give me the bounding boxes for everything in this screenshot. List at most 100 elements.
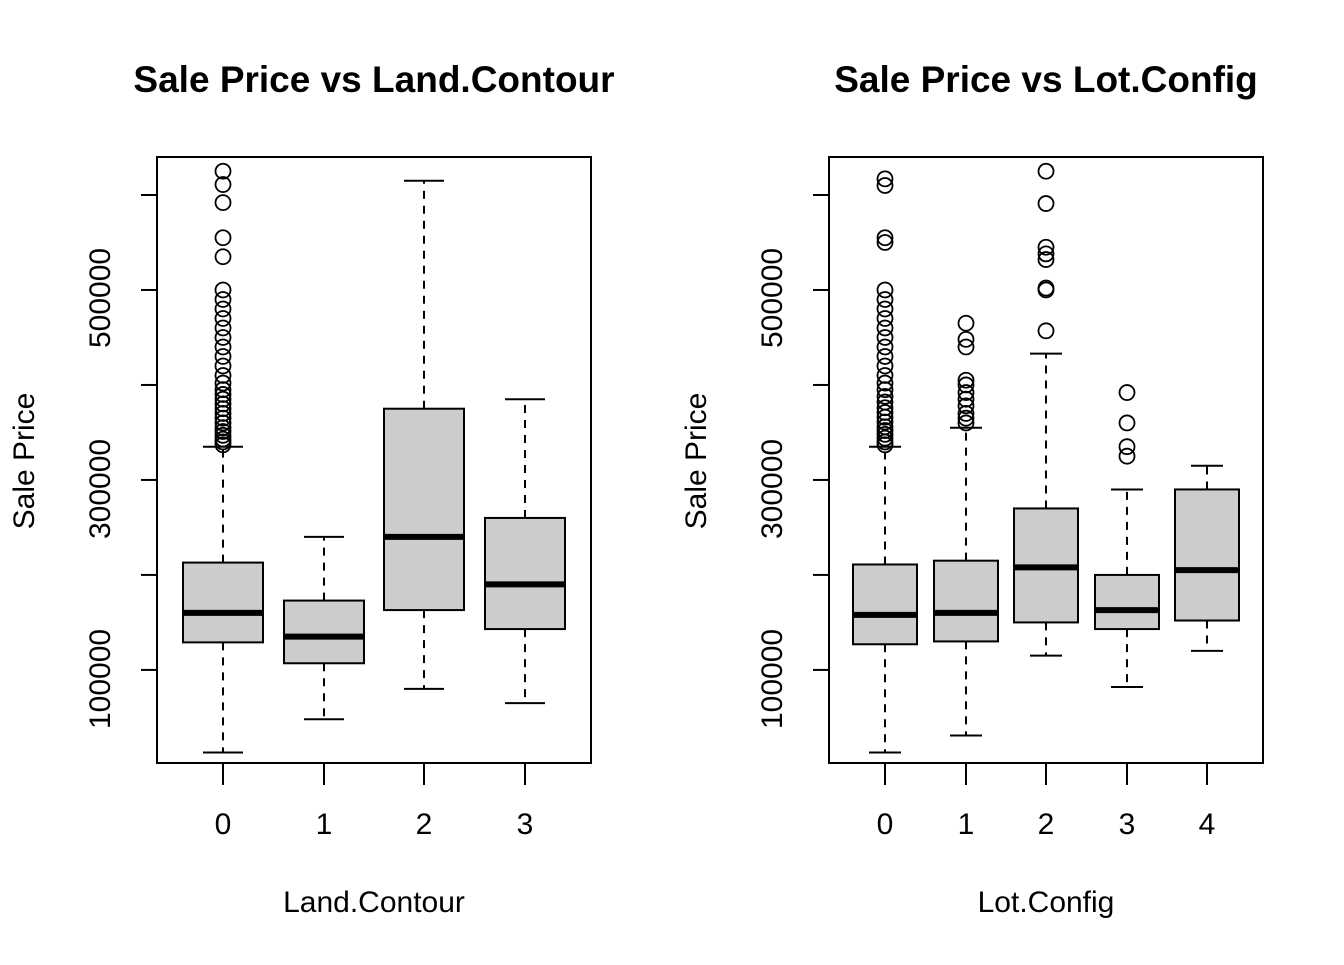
outlier-point [876, 367, 894, 384]
outlier-point [876, 291, 894, 308]
y-tick-label: 300000 [756, 439, 789, 539]
outlier-point [876, 170, 894, 188]
x-tick-label: 0 [215, 808, 232, 841]
outlier-point [876, 329, 894, 346]
plot-marks [141, 156, 592, 785]
outlier-point [214, 338, 232, 356]
outlier-point [214, 357, 232, 375]
y-tick-label: 300000 [84, 439, 117, 539]
outlier-point [876, 229, 894, 247]
outlier-point [957, 338, 975, 356]
y-tick-label: 100000 [84, 629, 117, 729]
x-tick-label: 1 [316, 808, 333, 841]
outlier-point [957, 376, 975, 394]
y-tick-label: 500000 [756, 248, 789, 348]
y-tick-labels: 100000 300000 500000 [84, 248, 117, 729]
outlier-point [876, 177, 894, 194]
outlier-point [957, 384, 975, 401]
y-tick-label: 500000 [84, 248, 117, 348]
outlier-point [1118, 414, 1136, 432]
x-tick-label: 3 [517, 808, 534, 841]
outlier-point [214, 248, 232, 266]
x-tick-label: 2 [416, 808, 433, 841]
x-tick-labels: 0 1 2 3 4 [877, 808, 1216, 841]
plot-frame [156, 156, 592, 764]
outlier-point [214, 348, 232, 365]
outlier-point [1037, 322, 1055, 340]
boxplot-group [283, 535, 365, 721]
outlier-point [1118, 447, 1136, 465]
outlier-point [214, 374, 232, 392]
outlier-point [214, 310, 232, 327]
outlier-point [214, 281, 232, 299]
outlier-point [876, 425, 894, 443]
x-tick-labels: 0 1 2 3 [215, 808, 534, 841]
outlier-point [214, 300, 232, 318]
x-axis-label: Lot.Config [978, 886, 1115, 919]
outlier-point [1037, 279, 1055, 297]
outlier-point [214, 194, 232, 211]
outlier-point [1118, 438, 1136, 456]
outlier-point [957, 397, 975, 415]
outlier-point [214, 229, 232, 247]
outlier-point [957, 414, 975, 432]
outlier-point [214, 423, 232, 440]
x-tick-label: 0 [877, 808, 894, 841]
outlier-point [957, 314, 975, 332]
x-tick-label: 3 [1119, 808, 1136, 841]
boxplot-group [484, 398, 566, 705]
outlier-point [876, 310, 894, 327]
chart-title: Sale Price vs Lot.Config [834, 59, 1258, 100]
outlier-point [876, 300, 894, 318]
boxplot-group [933, 314, 999, 737]
boxplot-group [182, 162, 264, 754]
outlier-point [876, 387, 894, 405]
chart-title: Sale Price vs Land.Contour [133, 59, 614, 100]
iqr-box [852, 563, 918, 646]
boxplot-group [383, 179, 465, 690]
outlier-point [214, 386, 232, 403]
x-tick-label: 4 [1199, 808, 1216, 841]
outlier-point [214, 319, 232, 337]
y-axis-label: Sale Price [8, 393, 41, 530]
outlier-point [876, 338, 894, 356]
iqr-box [933, 559, 999, 643]
outlier-point [876, 393, 894, 411]
outlier-point [1037, 251, 1055, 268]
outlier-point [957, 409, 975, 427]
boxplot-group [852, 170, 918, 754]
outlier-point [957, 330, 975, 348]
outlier-point [214, 162, 232, 180]
outlier-point [214, 390, 232, 408]
outlier-point [1037, 195, 1055, 212]
outlier-point [214, 367, 232, 384]
boxplot-group [1013, 162, 1079, 657]
iqr-box [283, 599, 365, 665]
x-axis-label: Land.Contour [283, 886, 465, 919]
outlier-point [214, 329, 232, 346]
outlier-point [214, 176, 232, 193]
chart-panel-land-contour: Sale Price vs Land.Contour Land.Contour … [8, 59, 615, 919]
outlier-point [957, 371, 975, 389]
outlier-point [876, 357, 894, 375]
y-tick-labels: 100000 300000 500000 [756, 248, 789, 729]
outlier-point [1037, 238, 1055, 256]
chart-panel-lot-config: Sale Price vs Lot.Config Lot.Config Sale… [680, 59, 1264, 919]
outlier-point [876, 399, 894, 417]
y-axis-label: Sale Price [680, 393, 713, 530]
outlier-point [214, 430, 232, 448]
outlier-point [214, 426, 232, 444]
outlier-point [876, 404, 894, 421]
x-tick-label: 2 [1038, 808, 1055, 841]
iqr-box [182, 561, 264, 644]
outlier-point [1037, 162, 1055, 180]
y-tick-label: 100000 [756, 629, 789, 729]
outlier-point [876, 319, 894, 337]
iqr-box [484, 516, 566, 631]
boxplot-group [1174, 464, 1240, 652]
x-tick-label: 1 [958, 808, 975, 841]
outlier-point [214, 291, 232, 308]
outlier-point [876, 422, 894, 439]
